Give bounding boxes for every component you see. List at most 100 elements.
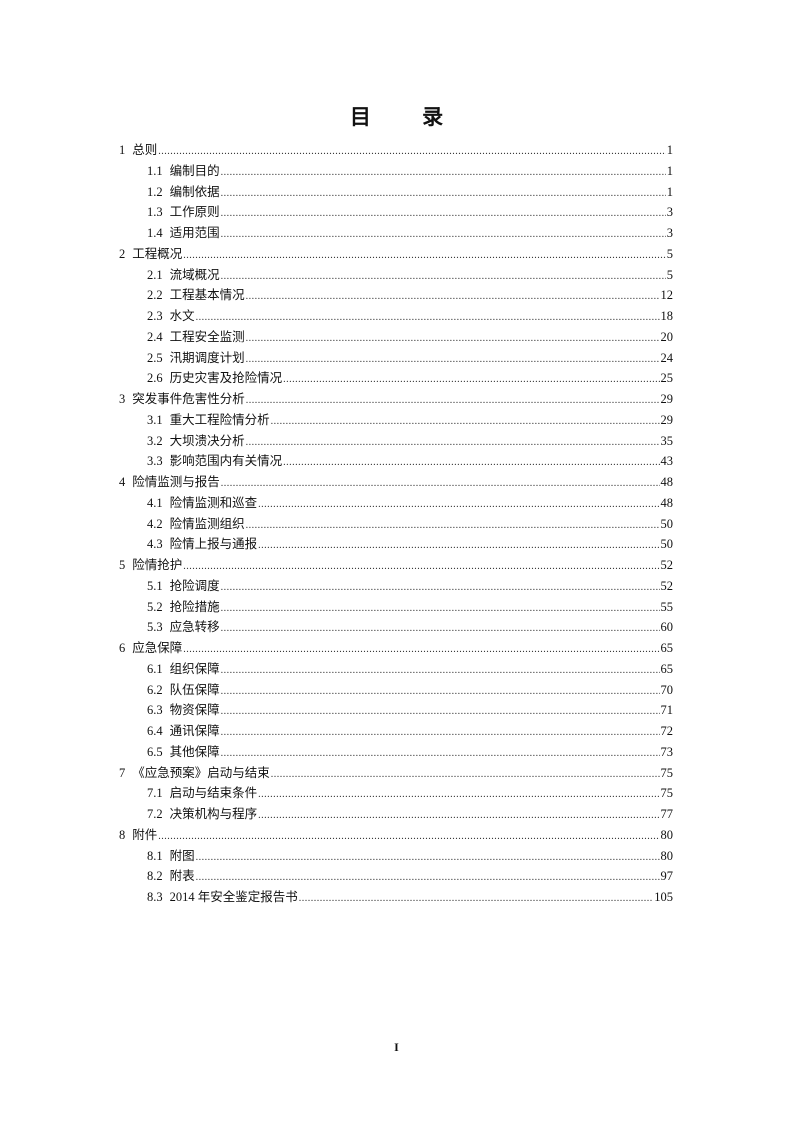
dot-leader xyxy=(221,665,660,676)
toc-entry-label: 水文 xyxy=(169,309,195,323)
toc-entry[interactable]: 3.3 影响范围内有关情况 43 xyxy=(119,450,673,471)
dot-leader xyxy=(221,686,660,697)
toc-entry[interactable]: 8 附件 80 xyxy=(119,824,673,845)
toc-entry-label: 险情上报与通报 xyxy=(169,537,258,552)
dot-leader xyxy=(283,374,659,385)
toc-entry-number: 6.3 xyxy=(147,703,163,718)
dot-leader xyxy=(221,229,666,240)
toc-entry-page: 75 xyxy=(660,765,674,780)
toc-entry-number: 4.3 xyxy=(147,537,163,552)
table-of-contents: 1 总则 1 1.1 编制目的 1 1.2 编制依据 1 1.3 工作原则 3 1.4 适用范围 3 2 工程概… xyxy=(119,139,673,907)
toc-entry-number: 2.3 xyxy=(147,309,163,323)
toc-entry[interactable]: 1.2 编制依据 1 xyxy=(119,181,673,202)
toc-entry-page: 20 xyxy=(660,329,674,344)
toc-title: 目 录 xyxy=(349,105,466,129)
toc-entry-page: 5 xyxy=(666,267,673,282)
toc-entry-page: 3 xyxy=(666,205,673,220)
toc-entry-number: 7.2 xyxy=(147,807,163,821)
toc-entry-page: 5 xyxy=(666,246,673,261)
toc-entry[interactable]: 2 工程概况 5 xyxy=(119,243,673,264)
toc-entry[interactable]: 5.1 抢险调度 52 xyxy=(119,575,673,596)
dot-leader xyxy=(299,893,653,904)
toc-entry[interactable]: 4.3 险情上报与通报 50 xyxy=(119,533,673,554)
toc-entry-page: 29 xyxy=(660,412,674,427)
toc-entry-page: 1 xyxy=(666,163,673,178)
toc-entry-label: 应急转移 xyxy=(169,620,220,635)
toc-entry[interactable]: 7.1 启动与结束条件 75 xyxy=(119,782,673,803)
dot-leader xyxy=(221,208,666,219)
toc-entry-page: 48 xyxy=(660,475,674,489)
toc-entry-page: 77 xyxy=(660,807,674,821)
toc-entry-page: 65 xyxy=(660,661,674,676)
toc-entry[interactable]: 3.1 重大工程险情分析 29 xyxy=(119,409,673,430)
toc-entry-label: 编制依据 xyxy=(169,184,220,199)
toc-entry-label: 通讯保障 xyxy=(169,724,220,738)
toc-entry[interactable]: 6.4 通讯保障 72 xyxy=(119,720,673,741)
toc-entry-label: 工程概况 xyxy=(132,246,183,261)
toc-entry[interactable]: 3.2 大坝溃决分析 35 xyxy=(119,430,673,451)
toc-entry[interactable]: 1.1 编制目的 1 xyxy=(119,160,673,181)
toc-entry[interactable]: 7 《应急预案》启动与结束 75 xyxy=(119,762,673,783)
toc-entry[interactable]: 5.3 应急转移 60 xyxy=(119,616,673,637)
dot-leader xyxy=(183,644,659,655)
toc-entry[interactable]: 2.4 工程安全监测 20 xyxy=(119,326,673,347)
toc-entry[interactable]: 2.6 历史灾害及抢险情况 25 xyxy=(119,367,673,388)
toc-entry[interactable]: 5.2 抢险措施 55 xyxy=(119,596,673,617)
dot-leader xyxy=(246,333,660,344)
toc-entry-number: 1.4 xyxy=(147,226,163,240)
dot-leader xyxy=(221,167,666,178)
toc-entry-number: 8.2 xyxy=(147,869,163,884)
toc-entry-page: 73 xyxy=(660,744,674,759)
toc-entry-page: 48 xyxy=(660,495,674,510)
dot-leader xyxy=(196,872,660,883)
dot-leader xyxy=(283,457,659,468)
toc-entry-page: 105 xyxy=(654,890,673,904)
dot-leader xyxy=(221,582,660,593)
toc-entry-page: 12 xyxy=(660,288,674,303)
toc-entry-label: 其他保障 xyxy=(169,744,220,759)
toc-entry-page: 71 xyxy=(660,703,674,718)
toc-entry[interactable]: 3 突发事件危害性分析 29 xyxy=(119,388,673,409)
toc-entry[interactable]: 8.2 附表 97 xyxy=(119,865,673,886)
toc-entry-number: 5.3 xyxy=(147,620,163,635)
toc-entry[interactable]: 8.1 附图 80 xyxy=(119,845,673,866)
toc-entry[interactable]: 1.3 工作原则 3 xyxy=(119,201,673,222)
toc-entry-number: 6.5 xyxy=(147,744,163,759)
toc-entry[interactable]: 8.3 2014 年安全鉴定报告书 105 xyxy=(119,886,673,907)
toc-entry[interactable]: 4.2 险情监测组织 50 xyxy=(119,513,673,534)
toc-entry-page: 50 xyxy=(660,537,674,552)
toc-entry[interactable]: 1 总则 1 xyxy=(119,139,673,160)
toc-entry-page: 52 xyxy=(660,578,674,593)
dot-leader xyxy=(221,478,660,489)
toc-entry-page: 80 xyxy=(660,827,674,842)
toc-entry-label: 适用范围 xyxy=(169,226,220,240)
toc-entry-page: 52 xyxy=(660,558,674,572)
dot-leader xyxy=(246,354,660,365)
toc-entry-page: 80 xyxy=(660,848,674,863)
toc-entry-number: 4.2 xyxy=(147,516,163,531)
toc-entry-label: 《应急预案》启动与结束 xyxy=(132,765,270,780)
toc-entry[interactable]: 6.5 其他保障 73 xyxy=(119,741,673,762)
toc-entry[interactable]: 2.5 汛期调度计划 24 xyxy=(119,347,673,368)
dot-leader xyxy=(221,706,660,717)
toc-entry[interactable]: 1.4 适用范围 3 xyxy=(119,222,673,243)
toc-entry-label: 工程基本情况 xyxy=(169,288,245,303)
dot-leader xyxy=(221,603,660,614)
toc-entry-number: 6 xyxy=(119,641,126,655)
toc-entry-label: 启动与结束条件 xyxy=(169,786,258,801)
toc-entry-label: 附件 xyxy=(132,827,158,842)
toc-entry[interactable]: 6.1 组织保障 65 xyxy=(119,658,673,679)
toc-entry[interactable]: 2.1 流域概况 5 xyxy=(119,264,673,285)
dot-leader xyxy=(221,623,660,634)
toc-entry[interactable]: 7.2 决策机构与程序 77 xyxy=(119,803,673,824)
toc-entry-number: 2.1 xyxy=(147,267,163,282)
dot-leader xyxy=(183,561,659,572)
toc-entry[interactable]: 2.2 工程基本情况 12 xyxy=(119,284,673,305)
toc-entry[interactable]: 4 险情监测与报告 48 xyxy=(119,471,673,492)
toc-entry[interactable]: 2.3 水文 18 xyxy=(119,305,673,326)
toc-entry[interactable]: 6.3 物资保障 71 xyxy=(119,699,673,720)
toc-entry[interactable]: 6.2 队伍保障 70 xyxy=(119,679,673,700)
toc-entry[interactable]: 5 险情抢护 52 xyxy=(119,554,673,575)
toc-entry[interactable]: 6 应急保障 65 xyxy=(119,637,673,658)
toc-entry[interactable]: 4.1 险情监测和巡查 48 xyxy=(119,492,673,513)
